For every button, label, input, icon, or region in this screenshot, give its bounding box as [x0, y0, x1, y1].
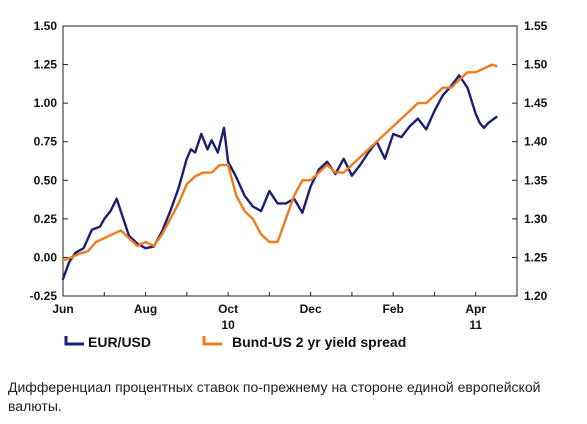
right-tick-label: 1.30 [524, 212, 548, 226]
right-tick-label: 1.40 [524, 135, 548, 149]
x-tick-label: Oct [218, 302, 238, 316]
left-axis-ticks: -0.25 0.00 0.25 0.50 0.75 1.00 1.25 1.50 [30, 19, 68, 303]
right-tick-label: 1.50 [524, 58, 548, 72]
x-tick-label: Aug [134, 302, 157, 316]
left-tick-label: 0.75 [34, 135, 58, 149]
left-tick-label: 0.00 [34, 250, 58, 264]
right-tick-label: 1.20 [524, 289, 548, 303]
x-tick-label: Feb [383, 302, 404, 316]
left-tick-label: 1.00 [34, 96, 58, 110]
chart: -0.250.000.250.500.751.001.251.50 1.201.… [30, 19, 548, 350]
series-line-eurusd [61, 74, 498, 281]
right-tick-label: 1.45 [524, 96, 548, 110]
legend-label: EUR/USD [88, 334, 151, 350]
x-tick-label: Jun [52, 302, 73, 316]
left-tick-label: 1.25 [34, 58, 58, 72]
x-tick-label: Apr [465, 302, 486, 316]
left-tick-label: 1.50 [34, 19, 58, 33]
x-year-label: 10 [221, 318, 235, 332]
legend: EUR/USD Bund-US 2 yr yield spread [64, 334, 406, 350]
series-line-spread [61, 63, 498, 262]
right-axis-ticks: 1.20 1.25 1.30 1.35 1.40 1.45 1.50 1.55 [512, 19, 548, 303]
legend-label: Bund-US 2 yr yield spread [232, 334, 406, 350]
x-tick-label: Dec [300, 302, 322, 316]
series-layer [61, 63, 498, 281]
x-axis-ticks: Jun Aug Oct Dec Feb Apr 10 11 [52, 292, 518, 332]
x-year-label: 11 [469, 318, 482, 332]
right-tick-label: 1.25 [524, 250, 548, 264]
right-tick-label: 1.35 [524, 173, 548, 187]
right-tick-label: 1.55 [524, 19, 548, 33]
left-tick-label: -0.25 [30, 289, 58, 303]
left-tick-label: 0.50 [34, 173, 58, 187]
legend-swatch [202, 336, 222, 346]
caption: Дифференциал процентных ставок по-прежне… [8, 379, 541, 414]
left-tick-label: 0.25 [34, 212, 58, 226]
plot-frame [62, 25, 518, 297]
legend-swatch [64, 336, 84, 346]
